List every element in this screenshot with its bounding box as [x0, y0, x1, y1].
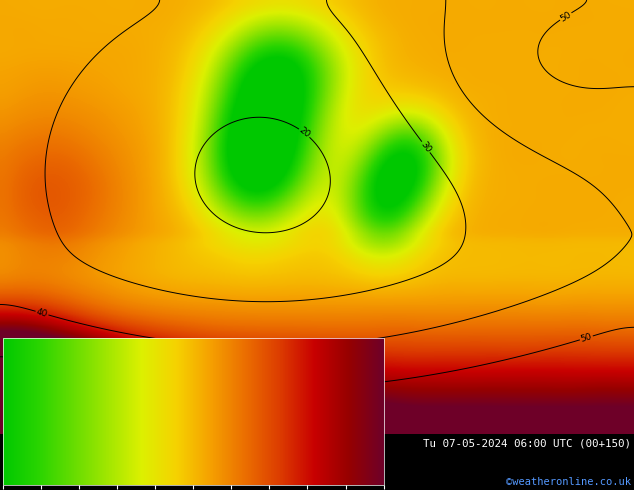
Text: 40: 40	[36, 307, 49, 319]
Text: Tu 07-05-2024 06:00 UTC (00+150): Tu 07-05-2024 06:00 UTC (00+150)	[423, 438, 631, 448]
Text: ©weatheronline.co.uk: ©weatheronline.co.uk	[506, 477, 631, 487]
Text: 20: 20	[297, 126, 312, 140]
Text: Isotachs Spread mean+σ [%] ECMWF: Isotachs Spread mean+σ [%] ECMWF	[3, 438, 211, 448]
Text: 50: 50	[559, 9, 573, 23]
Text: 30: 30	[419, 140, 433, 154]
Text: 50: 50	[579, 332, 593, 344]
